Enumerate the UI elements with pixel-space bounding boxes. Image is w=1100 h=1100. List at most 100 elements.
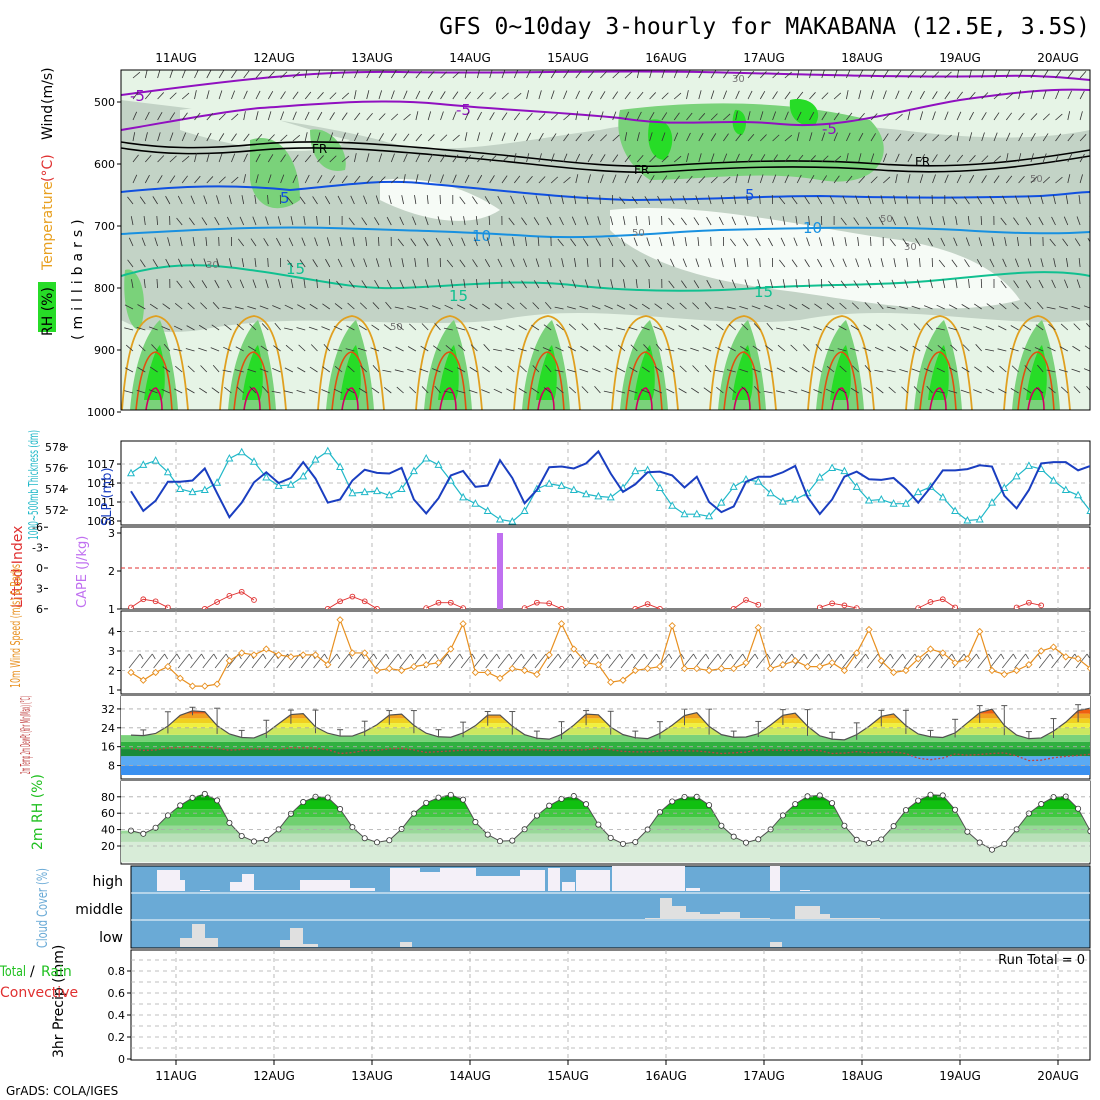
wind-barb [751, 305, 761, 310]
wind-barb [255, 133, 263, 142]
boundary-layer-isotherms [121, 315, 1071, 410]
wind-barb [993, 92, 1001, 100]
wind-barb [924, 368, 933, 373]
rh-marker [866, 839, 873, 846]
wind-barb [341, 175, 348, 184]
wind-barb [874, 369, 884, 373]
rh-marker [779, 812, 786, 819]
wind-barb [597, 279, 601, 289]
wind-barb [948, 304, 958, 310]
wind-barb [1023, 324, 1032, 331]
y-tick-label: 1000 [87, 406, 115, 419]
wind-barb [329, 155, 337, 163]
rh-marker [915, 797, 922, 804]
wind-barb [821, 112, 827, 121]
wind-barb [673, 155, 682, 163]
wind-barb [1047, 346, 1056, 352]
wind-barb [1024, 365, 1032, 373]
wind-barb [267, 194, 269, 205]
wind-barb [312, 196, 318, 205]
rh-marker [496, 838, 503, 845]
wind-barb [144, 132, 148, 142]
wind-barb [858, 112, 865, 121]
date-label-top: 15AUG [547, 51, 589, 65]
wind-barb [1000, 217, 1007, 226]
surface-barb [940, 653, 953, 669]
y-tick-label: 500 [94, 96, 115, 109]
wind-barb [535, 258, 540, 268]
wind-speed-marker [680, 664, 689, 673]
wind-barb [981, 132, 985, 142]
wind-barb [310, 344, 318, 352]
wind-barb [556, 324, 564, 331]
wind-barb [1076, 279, 1081, 289]
wind-barb [265, 279, 269, 289]
surface-barb [977, 653, 990, 669]
wind-barb [1005, 175, 1013, 184]
wind-speed-marker [730, 664, 738, 673]
wind-barb [1060, 386, 1069, 394]
ylabel-temperature: Temperature [40, 181, 56, 271]
surface-barb-flag [324, 653, 328, 660]
wind-barb [1092, 174, 1095, 183]
wind-barb [844, 237, 847, 247]
wind-barb [452, 71, 460, 79]
wind-barb [993, 155, 1001, 163]
wind-barb [938, 259, 946, 268]
cloud-bar-high [770, 866, 780, 891]
wind-barb [612, 174, 617, 184]
wind-speed-marker [311, 651, 320, 659]
surface-barb-flag [816, 653, 820, 660]
wind-barb [494, 303, 503, 310]
y-tick-label: 1014 [87, 477, 115, 490]
wind-speed-marker [1000, 670, 1008, 679]
surface-barb-flag [582, 653, 587, 660]
wind-barb [224, 387, 232, 394]
isotherm-20 [611, 315, 679, 410]
rh-marker [632, 839, 639, 846]
wind-speed-marker [447, 645, 455, 653]
rh-shade-gap-1 [180, 107, 350, 151]
wind-speed-marker [705, 666, 713, 675]
cloud-bars [157, 866, 880, 947]
wind-barb [390, 70, 397, 79]
wind-barb [1063, 216, 1069, 226]
wind-barb [800, 326, 810, 331]
wind-barb [1055, 113, 1063, 121]
wind-barb [1071, 368, 1081, 373]
wind-barb [427, 154, 434, 163]
wind-barb [875, 387, 884, 394]
iso-label-5-right: 5 [745, 186, 755, 204]
wind-barb [149, 389, 158, 394]
wind-barb [1067, 174, 1071, 184]
rh-marker [460, 796, 467, 803]
wind-barb [521, 280, 527, 289]
cloud-bar-high [576, 870, 610, 891]
wind-barb [522, 195, 527, 205]
wind-barb [735, 111, 738, 121]
wind-barb [1036, 301, 1044, 310]
surface-barb-flag [557, 653, 562, 660]
wind-barb [371, 324, 380, 331]
isotherm-20 [709, 315, 777, 410]
wind-barb [394, 369, 404, 373]
wind-barb [450, 279, 454, 289]
wind-barb [991, 237, 995, 247]
wind-barb [1030, 176, 1038, 184]
rh-marker [816, 792, 823, 799]
wind-barb [636, 154, 644, 163]
wind-barb [880, 258, 884, 268]
isotherm-5 [121, 180, 1090, 202]
rh-marker [902, 807, 909, 814]
wind-barb [476, 279, 478, 289]
wind-barb [702, 347, 712, 352]
wind-barb [936, 304, 945, 310]
wind-barb [287, 259, 294, 268]
cloud-bar-high [350, 888, 375, 891]
wind-barb [477, 91, 484, 100]
rh-marker [583, 801, 590, 808]
wind-barb [837, 348, 847, 352]
y-tick-label-left: 6 [36, 603, 43, 616]
wind-barb [624, 71, 633, 79]
rh-marker [337, 806, 344, 813]
